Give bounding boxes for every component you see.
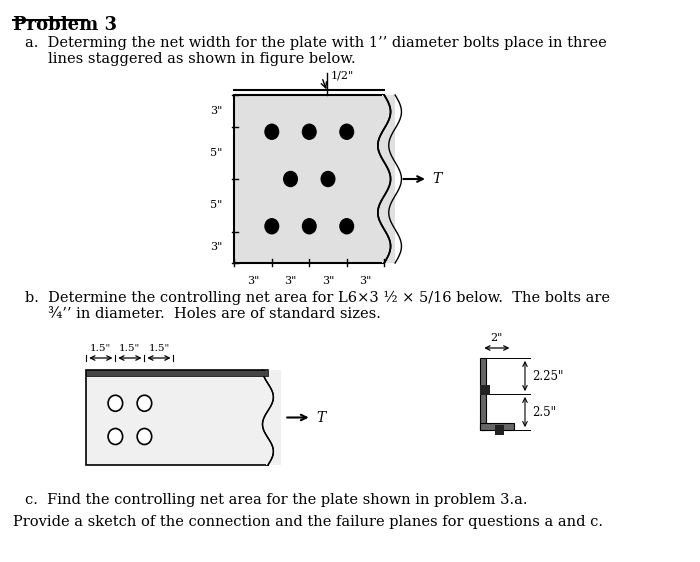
Text: 2.5": 2.5" (532, 406, 556, 419)
Text: ¾’’ in diameter.  Holes are of standard sizes.: ¾’’ in diameter. Holes are of standard s… (25, 307, 382, 321)
Bar (266, 370, 281, 465)
Text: 3": 3" (322, 276, 334, 286)
Text: c.  Find the controlling net area for the plate shown in problem 3.a.: c. Find the controlling net area for the… (25, 493, 528, 507)
Bar (495, 425, 504, 435)
Text: 1/2": 1/2" (331, 71, 354, 81)
Circle shape (137, 428, 152, 445)
Text: 3": 3" (210, 106, 223, 116)
Circle shape (340, 219, 354, 234)
Text: 1.5": 1.5" (119, 344, 141, 353)
Bar (234, 95, 384, 263)
Bar (86, 370, 268, 376)
Text: 5": 5" (210, 148, 223, 158)
Circle shape (340, 124, 354, 139)
Circle shape (302, 124, 316, 139)
Text: T: T (433, 172, 442, 186)
Text: 1.5": 1.5" (148, 344, 169, 353)
Text: 2.25": 2.25" (532, 369, 564, 383)
Bar (86, 370, 268, 465)
Circle shape (265, 124, 279, 139)
Text: 5": 5" (210, 200, 223, 210)
Circle shape (284, 171, 298, 187)
Circle shape (108, 428, 122, 445)
Circle shape (108, 395, 122, 411)
Bar (382, 95, 395, 263)
Text: a.  Determing the net width for the plate with 1’’ diameter bolts place in three: a. Determing the net width for the plate… (25, 36, 607, 50)
Text: T: T (316, 410, 326, 424)
Circle shape (137, 395, 152, 411)
Text: 3": 3" (284, 276, 297, 286)
Bar (480, 423, 514, 430)
Circle shape (265, 219, 279, 234)
Text: Provide a sketch of the connection and the failure planes for questions a and c.: Provide a sketch of the connection and t… (13, 515, 603, 529)
Text: lines staggered as shown in figure below.: lines staggered as shown in figure below… (25, 52, 356, 66)
Text: 3": 3" (359, 276, 372, 286)
Text: 3": 3" (247, 276, 259, 286)
Bar (480, 358, 486, 430)
Text: 3": 3" (210, 242, 223, 252)
Text: b.  Determine the controlling net area for L6×3 ½ × 5/16 below.  The bolts are: b. Determine the controlling net area fo… (25, 291, 610, 305)
Text: 2": 2" (491, 333, 503, 343)
Circle shape (321, 171, 335, 187)
Text: 1.5": 1.5" (90, 344, 111, 353)
Circle shape (302, 219, 316, 234)
Text: Problem 3: Problem 3 (13, 16, 117, 34)
Bar (480, 386, 489, 396)
